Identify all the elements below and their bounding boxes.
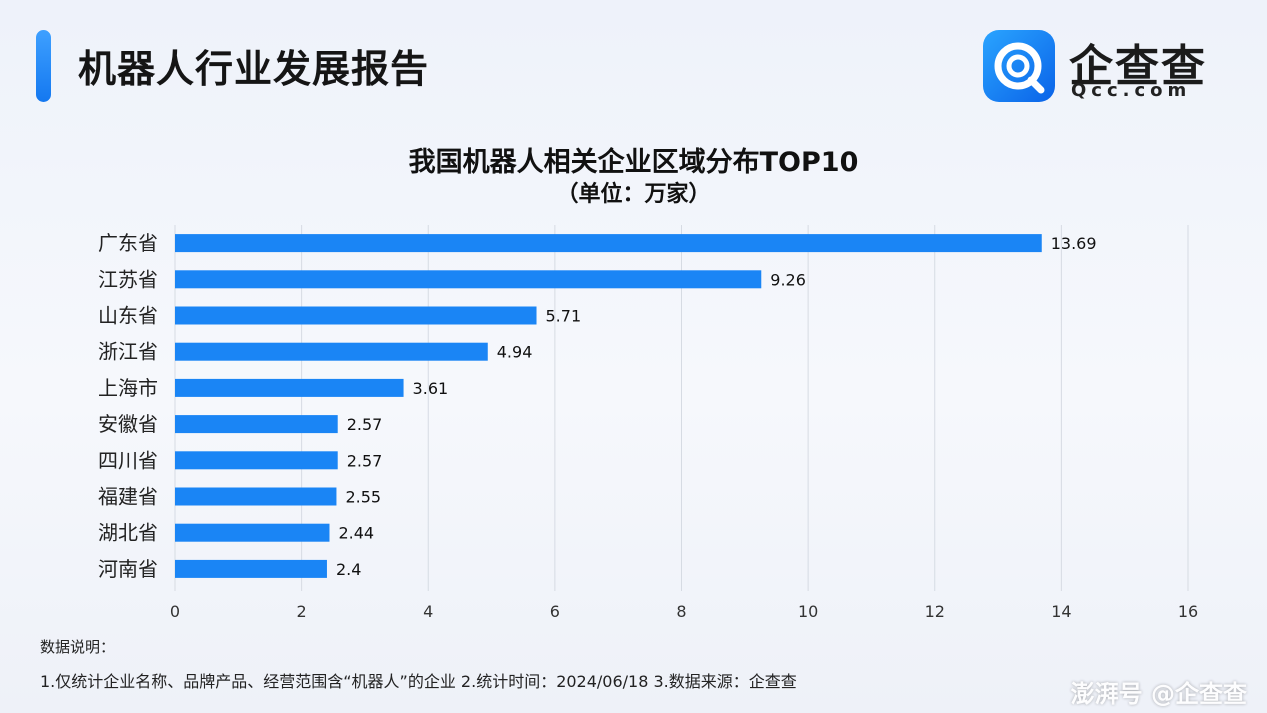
category-label: 湖北省 (98, 521, 158, 545)
qcc-logo: 企查查 Qcc.com (983, 30, 1223, 105)
data-label: 13.69 (1051, 234, 1097, 253)
data-label: 2.55 (345, 488, 381, 507)
data-label: 2.57 (347, 451, 383, 470)
chart-subtitle: （单位：万家） (556, 182, 711, 207)
bar (175, 487, 337, 506)
bar (175, 306, 537, 325)
bar (175, 234, 1042, 253)
data-label: 9.26 (770, 270, 806, 289)
bar (175, 378, 404, 397)
category-label: 浙江省 (98, 340, 158, 364)
data-label: 5.71 (546, 307, 582, 326)
title-accent-bar (36, 30, 51, 102)
bar (175, 559, 327, 578)
category-label: 福建省 (98, 485, 158, 509)
bar (175, 270, 762, 289)
category-label: 河南省 (98, 557, 158, 581)
notes-line: 1.仅统计企业名称、品牌产品、经营范围含“机器人”的企业 2.统计时间：2024… (40, 672, 797, 691)
x-tick-label: 14 (1051, 602, 1071, 621)
category-label: 广东省 (98, 231, 158, 255)
category-label: 四川省 (98, 448, 158, 472)
logo-domain: Qcc.com (1071, 80, 1192, 101)
bar (175, 342, 488, 361)
category-label: 山东省 (98, 304, 158, 328)
bar (175, 451, 338, 470)
x-tick-label: 10 (798, 602, 818, 621)
report-title: 机器人行业发展报告 (78, 47, 430, 91)
chart-title: 我国机器人相关企业区域分布TOP10 (408, 147, 859, 178)
x-tick-label: 12 (925, 602, 945, 621)
notes-heading: 数据说明： (40, 638, 116, 656)
category-label: 安徽省 (98, 412, 158, 436)
watermark: 澎湃号 @企查查 (1070, 680, 1247, 708)
logo-name: 企查查 (1069, 41, 1207, 92)
bar (175, 523, 330, 542)
category-label: 江苏省 (98, 267, 158, 291)
data-label: 3.61 (413, 379, 449, 398)
x-tick-label: 16 (1178, 602, 1198, 621)
x-tick-label: 0 (170, 602, 180, 621)
bar (175, 415, 338, 434)
data-label: 2.44 (338, 524, 374, 543)
data-label: 2.57 (347, 415, 383, 434)
data-label: 2.4 (336, 560, 361, 579)
category-label: 上海市 (98, 376, 158, 400)
data-label: 4.94 (497, 343, 533, 362)
x-tick-label: 6 (550, 602, 560, 621)
x-tick-label: 8 (676, 602, 686, 621)
qcc-logo-icon (983, 30, 1055, 102)
x-tick-label: 2 (297, 602, 307, 621)
x-tick-label: 4 (423, 602, 433, 621)
